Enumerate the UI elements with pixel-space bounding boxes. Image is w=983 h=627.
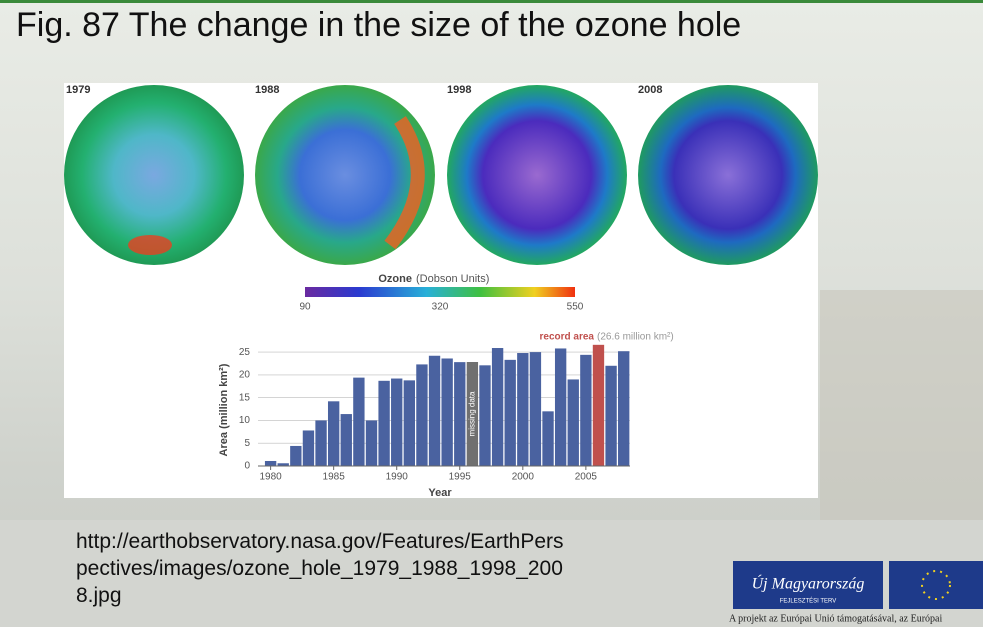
map-highlight <box>384 116 425 250</box>
bar-plot: 0 5 10 15 20 25 missing data 1980 1985 1990 1995 20… <box>239 344 630 483</box>
x-tick-label: 1995 <box>449 472 472 483</box>
ozone-map <box>64 85 244 265</box>
bar <box>618 351 630 466</box>
bar <box>517 353 529 466</box>
background-building <box>820 290 983 520</box>
missing-bar <box>466 362 479 466</box>
bar <box>580 354 592 466</box>
ozone-map <box>638 85 818 265</box>
bar <box>403 380 415 466</box>
bar <box>277 463 289 466</box>
colorbar-tick: 550 <box>567 302 584 313</box>
logo: Új Magyarország FEJLESZTÉSI TERV A proje… <box>729 561 983 624</box>
bar <box>340 414 352 466</box>
bar <box>365 420 378 466</box>
bar <box>378 380 390 466</box>
bar <box>327 401 340 466</box>
bar <box>290 445 302 466</box>
logo-caption: A projekt az Európai Unió támogatásával,… <box>729 613 942 624</box>
missing-label: missing data <box>467 391 476 436</box>
bar <box>264 460 277 466</box>
slide-title: Fig. 87 The change in the size of the oz… <box>16 6 742 44</box>
ozone-map <box>255 85 435 265</box>
logo-box <box>733 561 883 609</box>
colorbar-tick: 90 <box>299 302 311 313</box>
bar <box>353 377 365 466</box>
bar <box>454 362 466 466</box>
annotation-label: record area <box>540 332 595 343</box>
x-tick-label: 1985 <box>323 472 346 483</box>
logo-subtitle: FEJLESZTÉSI TERV <box>780 598 836 605</box>
bar <box>428 355 441 466</box>
bar <box>479 365 491 466</box>
bar <box>391 378 403 466</box>
y-tick-label: 20 <box>239 370 251 381</box>
bar <box>542 411 554 466</box>
source-line: pectives/images/ozone_hole_1979_1988_199… <box>76 557 563 580</box>
x-tick-label: 1990 <box>386 472 409 483</box>
x-tick-label: 2000 <box>512 472 535 483</box>
bar <box>567 379 579 466</box>
y-tick-label: 0 <box>244 461 250 472</box>
top-rule <box>0 0 983 3</box>
bar <box>504 359 516 466</box>
bar <box>529 352 542 466</box>
logo-name: Új Magyarország <box>752 574 865 593</box>
map-year: 1979 <box>66 84 90 96</box>
bar <box>302 430 315 466</box>
x-tick-label: 1980 <box>259 472 282 483</box>
map-highlight <box>128 235 172 255</box>
bar <box>592 344 605 466</box>
y-tick-label: 15 <box>239 392 251 403</box>
bar <box>605 365 617 466</box>
x-axis-label: Year <box>428 487 452 499</box>
bar <box>441 358 453 466</box>
source-line: http://earthobservatory.nasa.gov/Feature… <box>76 530 564 553</box>
source-line: 8.jpg <box>76 584 122 607</box>
source: http://earthobservatory.nasa.gov/Feature… <box>76 528 564 609</box>
colorbar-title: Ozone <box>378 273 412 285</box>
colorbar-tick: 320 <box>432 302 449 313</box>
ozone-map <box>447 85 627 265</box>
map-year: 1998 <box>447 84 471 96</box>
y-tick-label: 5 <box>244 438 250 449</box>
x-tick-label: 2005 <box>575 472 598 483</box>
colorbar <box>305 287 575 297</box>
y-tick-label: 10 <box>239 415 251 426</box>
map-year: 2008 <box>638 84 662 96</box>
bar <box>554 348 567 466</box>
y-axis-label: Area (million km²) <box>218 363 230 456</box>
annotation-detail: (26.6 million km²) <box>597 332 674 343</box>
y-tick-label: 25 <box>239 347 251 358</box>
bar <box>491 348 504 466</box>
bar <box>315 420 327 466</box>
eu-stars <box>921 570 951 600</box>
bar <box>416 364 428 466</box>
map-year: 1988 <box>255 84 279 96</box>
eu-flag <box>889 561 983 609</box>
colorbar-unit: (Dobson Units) <box>416 273 489 285</box>
